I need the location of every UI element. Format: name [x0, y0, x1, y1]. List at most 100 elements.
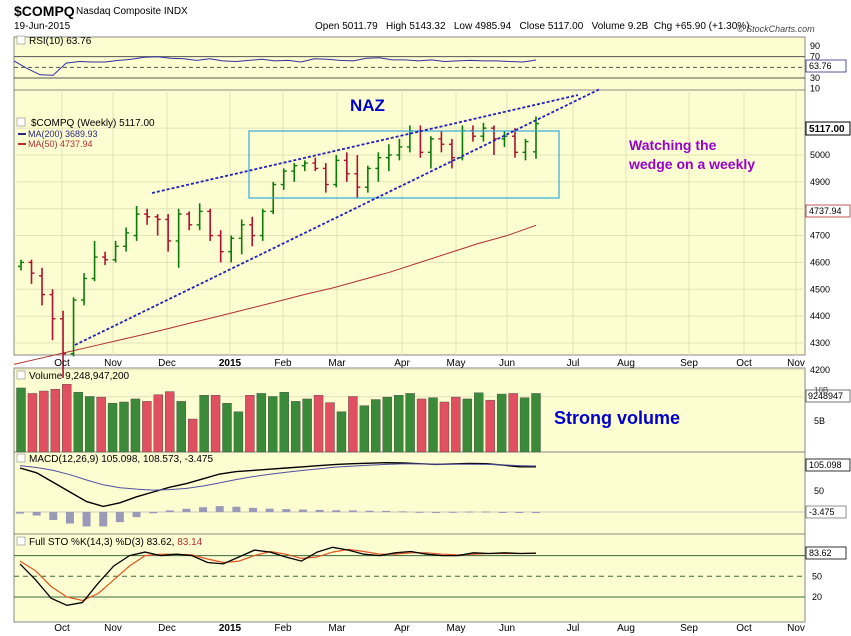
rsi-tick-label: 70: [810, 52, 820, 62]
rsi-toggle-icon[interactable]: [16, 35, 26, 45]
volume-bar: [325, 402, 335, 453]
volume-bar: [187, 418, 198, 453]
volume-bar: [382, 396, 392, 453]
volume-value-tag: [805, 389, 851, 403]
volume-bar: [302, 398, 312, 453]
macd-toggle-icon[interactable]: [16, 453, 26, 463]
volume-bar: [107, 403, 118, 453]
volume-bar: [165, 391, 175, 453]
stockcharts-logo: © StockCharts.com: [737, 24, 815, 34]
volume-bar: [279, 392, 289, 453]
price-tick-label: 4400: [810, 311, 830, 321]
volume-toggle-icon[interactable]: [16, 370, 26, 380]
price-tick-label: 4700: [810, 231, 830, 241]
macd-histogram-bar: [182, 508, 191, 512]
volume-bar: [290, 401, 301, 453]
volume-bar: [371, 399, 381, 453]
price-tick-label: 4500: [810, 284, 830, 294]
month-tick-label: May: [447, 358, 466, 369]
month-tick-label: Jul: [567, 358, 580, 369]
volume-bar: [416, 398, 427, 453]
wedge-lower-line: [74, 88, 601, 346]
macd-value-tag: [805, 458, 851, 472]
sto-d-label: 83.14: [177, 537, 202, 548]
volume-bar: [405, 393, 415, 453]
month-tick-label: Aug: [617, 358, 635, 369]
price-last-tag: [805, 121, 851, 136]
price-tick-label: 4200: [810, 365, 830, 375]
macd-histogram-bar: [99, 512, 108, 527]
rsi-line: [13, 56, 537, 76]
macd-histogram-bar: [265, 508, 274, 512]
annotation-naz: NAZ: [350, 96, 385, 115]
price-tick-label: 5000: [810, 150, 830, 160]
macd-histogram-bar: [49, 512, 58, 520]
volume-tick-5b: 5B: [814, 416, 825, 426]
sto-label-group: Full STO %K(14,3) %D(3) 83.62, 83.14: [29, 537, 203, 548]
volume-bar: [62, 384, 72, 453]
sto-toggle-icon[interactable]: [16, 536, 26, 546]
macd-histogram-bar: [215, 506, 224, 512]
index-name: Nasdaq Composite INDX: [76, 6, 188, 17]
rsi-value-tag: [805, 59, 847, 73]
volume-bar: [313, 395, 324, 453]
annotation-wedge-line2: wedge on a weekly: [628, 156, 755, 172]
volume-bar: [485, 399, 495, 453]
price-toggle-icon[interactable]: [16, 117, 26, 127]
volume-bar: [222, 403, 232, 453]
macd-histogram-bar: [65, 512, 74, 524]
sto-panel: [13, 533, 806, 623]
volume-label: Volume 9,248,947,200: [29, 371, 130, 382]
macd-series: [16, 461, 540, 527]
volume-bar: [153, 394, 164, 453]
volume-bar: [96, 396, 106, 453]
volume-bar: [474, 392, 484, 453]
volume-tick-10b: 10B: [814, 386, 828, 395]
price-tick-label: 4600: [810, 257, 830, 267]
volume-bar: [393, 395, 404, 453]
macd-histogram-bar: [532, 512, 540, 513]
price-tick-label: 4900: [810, 177, 830, 187]
volume-bar: [462, 398, 473, 453]
volume-bar: [199, 395, 209, 453]
month-tick-label-bottom: 2015: [219, 623, 242, 634]
macd-histogram-bar: [432, 512, 441, 513]
month-tick-label: Feb: [274, 358, 292, 369]
volume-bar: [348, 396, 358, 453]
volume-bar: [428, 397, 438, 453]
macd-histogram-bar: [382, 510, 391, 512]
volume-bar: [496, 393, 507, 453]
date: 19-Jun-2015: [14, 21, 71, 32]
ohlc-summary: Open 5011.79 High 5143.32 Low 4985.94 Cl…: [315, 21, 750, 32]
macd-histogram-bar: [82, 512, 91, 527]
macd-histogram-bar: [315, 509, 324, 512]
rsi-value-tag-text: 63.76: [809, 61, 832, 71]
volume-bar: [508, 393, 518, 453]
high-label: High: [386, 21, 407, 32]
macd-histogram-bar: [165, 510, 174, 512]
rsi-tick-label: 30: [810, 73, 820, 83]
macd-histogram-bar: [498, 512, 507, 513]
macd-label: MACD(12,26,9) 105.098, 108.573, -3.475: [29, 454, 213, 465]
ma50-value-tag: [805, 204, 851, 218]
low-label: Low: [453, 21, 473, 32]
close-value: 5117.00: [547, 21, 584, 32]
month-tick-label-bottom: Apr: [394, 623, 410, 634]
ma200-label: MA(200) 3689.93: [28, 129, 98, 139]
month-tick-label: Nov: [787, 358, 805, 369]
sto-tick-label: 50: [812, 571, 822, 581]
month-tick-label: 2015: [219, 358, 242, 369]
open-label: Open: [315, 21, 340, 32]
macd-histogram-bar: [298, 509, 307, 512]
annotation-wedge-line1: Watching the: [629, 137, 717, 153]
rsi-panel: [13, 36, 806, 91]
month-tick-label-bottom: Aug: [617, 623, 635, 634]
month-tick-label: Oct: [54, 358, 70, 369]
axis-labels: Oct Oct Nov Nov Dec Dec 2015 2015 Feb Feb Mar Mar Ap…: [54, 41, 830, 634]
volume-bar: [50, 388, 61, 453]
volume-bar: [27, 393, 38, 453]
macd-histogram-bar: [448, 511, 457, 513]
sto-value-tag: [805, 546, 847, 560]
rsi-label: RSI(10) 63.76: [29, 36, 92, 47]
sto-tick-label: 20: [812, 592, 822, 602]
